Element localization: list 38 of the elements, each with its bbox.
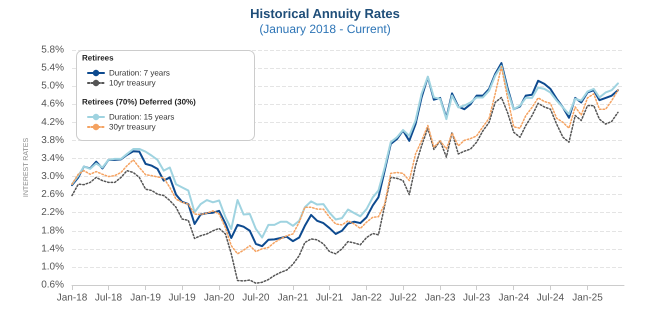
- line-series: [71, 96, 619, 284]
- x-tick-label: Jul-23: [463, 292, 491, 304]
- annotation: Retirees: [82, 54, 114, 62]
- x-tick-label: Jul-24: [536, 292, 564, 304]
- chart-subtitle: (January 2018 - Current): [259, 22, 391, 36]
- x-tick-label: Jan-20: [204, 292, 235, 304]
- annotation: Retirees (70%) Deferred (30%): [82, 98, 196, 106]
- y-tick-label: 3.4%: [41, 152, 64, 164]
- x-tick-label: Jul-21: [316, 292, 344, 304]
- y-tick-label: 1.4%: [41, 243, 64, 254]
- y-tick-label: 5.4%: [41, 62, 64, 74]
- y-tick-label: 4.6%: [41, 98, 64, 110]
- chart-title: Historical Annuity Rates: [250, 6, 400, 21]
- y-tick-label: 1.0%: [41, 261, 64, 272]
- x-tick-label: Jan-25: [572, 292, 604, 304]
- x-tick-label: Jul-18: [94, 292, 123, 304]
- y-tick-label: 2.2%: [41, 207, 64, 218]
- y-tick-label: 5.8%: [41, 44, 64, 56]
- y-tick-label: 5.0%: [41, 80, 64, 92]
- y-tick-label: 2.6%: [41, 189, 64, 200]
- legend-label: 30yr treasury: [109, 122, 156, 132]
- y-tick-label: 1.8%: [41, 225, 64, 236]
- y-tick-label: 3.8%: [41, 134, 64, 146]
- legend-label: Duration: 15 years: [109, 112, 174, 122]
- y-tick-label: 3.0%: [41, 171, 64, 182]
- x-tick-label: Jan-22: [351, 292, 382, 304]
- x-tick-label: Jul-19: [168, 292, 196, 304]
- y-tick-label: 4.2%: [41, 116, 64, 128]
- y-tick-label: 0.6%: [41, 280, 64, 290]
- x-tick-label: Jan-21: [278, 292, 309, 304]
- x-tick-label: Jan-18: [56, 292, 88, 304]
- x-tick-label: Jul-22: [389, 292, 418, 304]
- x-tick-label: Jul-20: [242, 292, 270, 304]
- x-tick-label: Jan-23: [424, 292, 456, 304]
- legend-label: Duration: 7 years: [109, 68, 170, 78]
- x-tick-label: Jan-24: [498, 292, 530, 304]
- legend-label: 10yr treasury: [109, 78, 156, 88]
- x-tick-label: Jan-19: [130, 292, 162, 304]
